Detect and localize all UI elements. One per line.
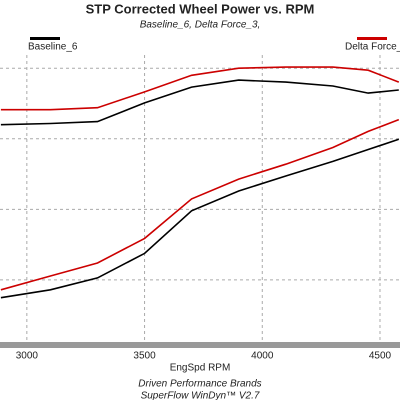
footer-line: SuperFlow WinDyn™ V2.7 (141, 391, 260, 400)
legend-label: Delta Force_3 (345, 42, 400, 53)
data-line (0, 66, 400, 111)
x-tick-label: 3500 (133, 351, 156, 362)
x-tick-label: 3000 (16, 351, 39, 362)
legend-swatch (30, 37, 60, 40)
legend-label: Baseline_6 (28, 42, 78, 53)
footer-line: Driven Performance Brands (138, 379, 261, 390)
chart-subtitle: Baseline_6, Delta Force_3, (140, 20, 261, 31)
chart-title: STP Corrected Wheel Power vs. RPM (86, 1, 315, 16)
data-line (0, 118, 400, 291)
x-tick-label: 4000 (251, 351, 274, 362)
x-tick-label: 4500 (369, 351, 392, 362)
axis-band (0, 342, 400, 348)
legend-swatch (357, 37, 387, 40)
data-line (0, 138, 400, 299)
data-line (0, 79, 399, 126)
x-axis-label: EngSpd RPM (170, 363, 231, 374)
